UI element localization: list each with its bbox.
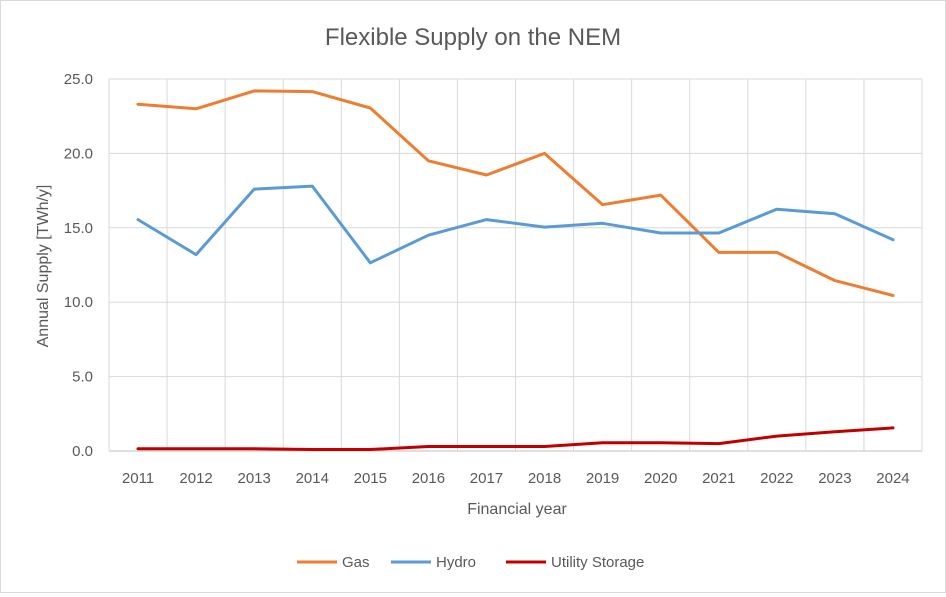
y-tick-label: 0.0 [72,443,93,460]
y-axis-title: Annual Supply [TWh/y] [35,185,52,348]
x-tick-label: 2014 [296,470,329,487]
x-tick-label: 2021 [702,470,735,487]
legend: Gas Hydro Utility Storage [297,554,644,571]
x-tick-label: 2012 [179,470,212,487]
x-axis-title: Financial year [467,501,567,518]
x-tick-label: 2020 [644,470,677,487]
x-tick-label: 2013 [237,470,270,487]
series-line-utility-storage [136,426,895,451]
y-tick-label: 20.0 [64,145,93,162]
chart-title: Flexible Supply on the NEM [325,24,621,51]
x-tick-label: 2015 [354,470,387,487]
x-tick-label: 2018 [528,470,561,487]
x-tick-label: 2024 [876,470,909,487]
series-line-gas [136,89,895,297]
x-tick-label: 2016 [412,470,445,487]
y-tick-label: 25.0 [64,71,93,88]
gridlines [108,78,923,452]
y-tick-labels: 0.0 5.0 10.0 15.0 20.0 25.0 [64,71,93,460]
x-tick-label: 2023 [818,470,851,487]
legend-label-hydro: Hydro [436,554,476,571]
y-tick-label: 5.0 [72,369,93,386]
legend-label-gas: Gas [342,554,370,571]
series-lines [136,89,895,451]
x-tick-labels: 2011 2012 2013 2014 2015 2016 2017 2018 2019 2020… [122,470,910,487]
y-tick-label: 10.0 [64,294,93,311]
x-tick-label: 2011 [122,470,154,487]
series-line-hydro [136,184,895,265]
x-tick-label: 2017 [470,470,503,487]
y-tick-label: 15.0 [64,220,93,237]
x-tick-label: 2022 [760,470,793,487]
legend-label-utility-storage: Utility Storage [551,554,644,571]
x-tick-label: 2019 [586,470,619,487]
